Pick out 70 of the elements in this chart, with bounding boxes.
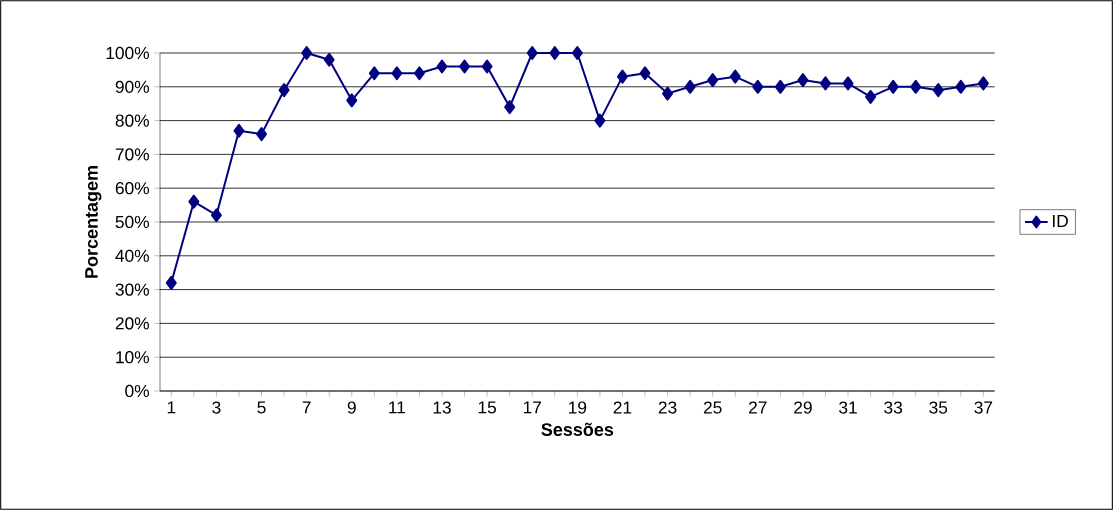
point [413, 66, 425, 81]
y-tick-label: 80% [115, 114, 149, 127]
point [774, 79, 786, 94]
point [549, 45, 561, 60]
x-tick-label: 5 [257, 401, 266, 414]
x-tick-label: 1 [167, 401, 176, 414]
point [188, 194, 200, 209]
x-tick-label: 31 [839, 401, 857, 414]
x-tick-label: 25 [703, 401, 722, 414]
y-tick-label: 20% [115, 317, 149, 330]
point [165, 275, 177, 290]
point [819, 76, 831, 91]
point [887, 79, 899, 94]
point [233, 123, 245, 138]
x-tick-label: 35 [929, 401, 948, 414]
y-tick-label: 70% [115, 148, 149, 161]
y-tick-label: 50% [115, 215, 149, 229]
point [955, 79, 967, 94]
y-tick-label: 90% [115, 80, 149, 93]
point [278, 83, 290, 98]
point [684, 79, 696, 94]
point [459, 59, 471, 74]
x-tick-label: 9 [347, 401, 356, 414]
y-tick-label: 40% [115, 249, 149, 262]
y-tick-label: 100% [106, 46, 149, 60]
point [301, 45, 313, 60]
point [571, 45, 583, 60]
y-tick-label: 10% [116, 351, 149, 364]
point [504, 100, 516, 115]
x-tick-label: 11 [389, 401, 406, 414]
point [639, 66, 651, 81]
x-tick-label: 17 [523, 401, 541, 414]
point [594, 113, 606, 128]
x-tick-label: 37 [974, 401, 993, 414]
point [932, 83, 944, 98]
point [865, 89, 877, 104]
point [729, 69, 741, 84]
x-tick-label: 7 [302, 401, 311, 414]
point [256, 127, 268, 142]
x-tick-label: 23 [658, 401, 677, 414]
x-tick-label: 3 [212, 401, 221, 414]
x-tick-label: 27 [749, 401, 767, 414]
point [210, 208, 222, 223]
x-tick-label: 13 [433, 401, 451, 414]
legend-label: ID [1053, 215, 1068, 227]
point [481, 59, 493, 74]
y-tick-label: 0% [125, 384, 149, 398]
point [977, 76, 989, 91]
point [391, 66, 403, 81]
point [752, 79, 764, 94]
y-tick-label: 30% [115, 283, 149, 296]
point [368, 66, 380, 81]
y-tick-label: 60% [115, 182, 149, 195]
point [346, 93, 358, 108]
point [526, 45, 538, 60]
x-tick-label: 29 [794, 401, 812, 414]
point [797, 73, 809, 88]
point [662, 86, 674, 101]
point [707, 73, 719, 88]
point [910, 79, 922, 94]
point [436, 59, 448, 74]
x-tick-label: 21 [613, 401, 632, 414]
point [616, 69, 628, 84]
point [323, 52, 335, 67]
x-axis-title: Sessões [541, 422, 614, 436]
x-tick-label: 15 [478, 401, 497, 414]
x-tick-label: 19 [569, 401, 587, 414]
y-axis-title: Porcentagem [85, 166, 102, 278]
point [842, 76, 854, 91]
x-tick-label: 33 [884, 401, 903, 414]
